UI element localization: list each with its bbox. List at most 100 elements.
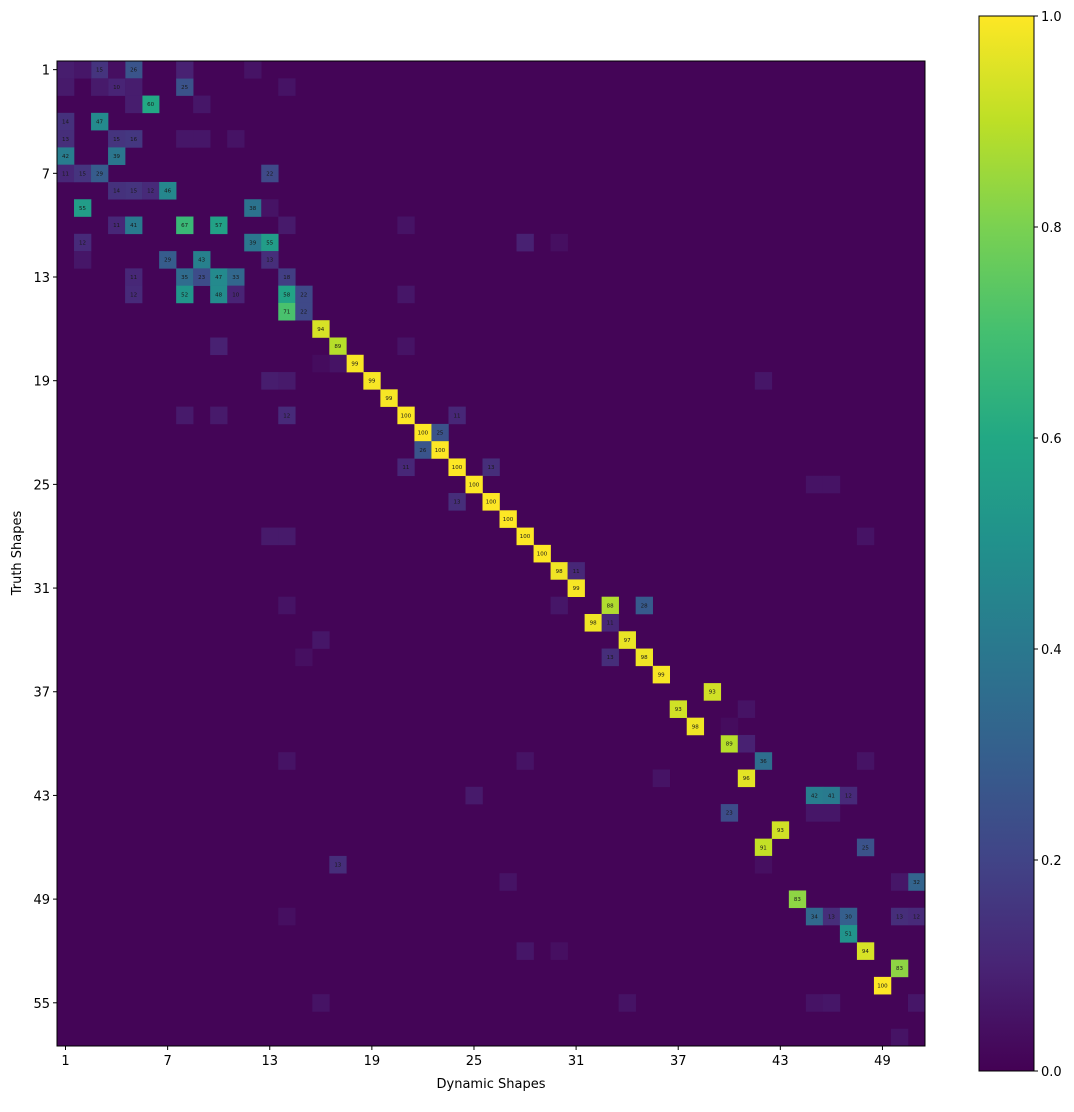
heatmap-cell xyxy=(244,61,262,79)
heatmap-cell xyxy=(244,233,262,252)
heatmap-cell xyxy=(125,181,143,200)
heatmap-cell xyxy=(295,302,313,321)
x-tick-label: 19 xyxy=(364,1054,381,1069)
cell-value-label: 11 xyxy=(607,621,614,627)
cell-value-label: 13 xyxy=(334,863,341,869)
heatmap-cell xyxy=(176,285,194,304)
cell-value-label: 42 xyxy=(811,793,818,799)
heatmap-cell xyxy=(329,337,347,356)
cell-value-label: 14 xyxy=(62,119,69,125)
heatmap-cell xyxy=(57,164,75,183)
heatmap-cell xyxy=(550,562,568,580)
cell-value-label: 34 xyxy=(811,914,818,920)
cell-value-label: 97 xyxy=(624,638,631,644)
cell-value-label: 33 xyxy=(232,275,239,281)
heatmap-cell xyxy=(703,683,722,701)
heatmap-cell xyxy=(193,251,211,269)
y-tick-label: 55 xyxy=(33,997,50,1012)
heatmap-cell xyxy=(176,268,194,286)
heatmap-cell xyxy=(890,873,909,891)
cell-value-label: 89 xyxy=(726,742,733,748)
cell-value-label: 25 xyxy=(862,845,869,851)
y-tick-label: 37 xyxy=(33,686,50,701)
heatmap-cell xyxy=(601,648,619,667)
heatmap-cell xyxy=(754,372,773,390)
heatmap-cell xyxy=(805,804,824,822)
heatmap-cell xyxy=(227,130,245,148)
y-tick-label: 13 xyxy=(33,271,50,286)
heatmap-cell xyxy=(312,994,330,1012)
heatmap-cell xyxy=(805,907,824,926)
heatmap-cell xyxy=(278,268,296,286)
cell-value-label: 26 xyxy=(130,68,137,74)
cell-value-label: 23 xyxy=(726,811,733,817)
heatmap-cell xyxy=(737,734,756,753)
cell-value-label: 23 xyxy=(198,275,205,281)
heatmap-cell xyxy=(754,855,773,874)
heatmap-cell xyxy=(550,942,568,960)
heatmap-cell xyxy=(57,147,75,165)
heatmap-cell xyxy=(176,78,194,96)
heatmap-cell xyxy=(125,78,143,96)
heatmap-cell xyxy=(125,268,143,286)
cell-value-label: 12 xyxy=(913,914,920,920)
cell-value-label: 11 xyxy=(113,223,120,229)
heatmap-cell xyxy=(210,216,228,235)
heatmap-cell xyxy=(278,285,296,304)
heatmap-cell xyxy=(822,786,841,805)
heatmap-cell xyxy=(312,631,330,649)
cell-value-label: 13 xyxy=(607,655,614,661)
cell-value-label: 11 xyxy=(62,171,69,177)
heatmap-cell xyxy=(856,838,875,857)
cell-value-label: 55 xyxy=(266,240,273,246)
heatmap-cell xyxy=(397,406,415,425)
x-axis-ticks: 1 7 13 19 25 31 37 43 49 xyxy=(61,1046,891,1069)
cell-value-label: 71 xyxy=(283,310,290,316)
heatmap-cell xyxy=(465,475,483,494)
heatmap-cell xyxy=(278,596,296,615)
cell-value-label: 47 xyxy=(96,119,103,125)
cell-value-label: 13 xyxy=(266,258,273,264)
y-axis-ticks: 1 7 13 19 25 31 37 43 49 55 xyxy=(33,64,57,1012)
heatmap-cell xyxy=(397,337,415,356)
heatmap-cell xyxy=(873,976,892,995)
cell-labels: 15 26 10 25 60 14 47 13 15 16 42 39 11 15 29 22 14 15 12 46… xyxy=(62,68,920,990)
colorbar xyxy=(978,15,1035,1072)
x-tick-label: 31 xyxy=(568,1054,585,1069)
heatmap-cell xyxy=(720,804,739,822)
cell-value-label: 14 xyxy=(113,189,120,195)
cell-value-label: 12 xyxy=(283,413,290,419)
cell-value-label: 39 xyxy=(249,240,256,246)
cell-value-label: 99 xyxy=(351,361,358,367)
cell-value-label: 22 xyxy=(300,292,307,298)
heatmap-cell xyxy=(397,285,415,304)
heatmap-cell xyxy=(142,95,160,114)
heatmap-cell xyxy=(108,216,126,235)
heatmap-cell xyxy=(278,216,296,235)
cell-value-label: 11 xyxy=(130,275,137,281)
x-tick-label: 13 xyxy=(261,1054,278,1069)
heatmap-cell xyxy=(856,942,875,960)
cell-value-label: 42 xyxy=(62,154,69,160)
heatmap-cell xyxy=(754,752,773,770)
cell-value-label: 11 xyxy=(573,569,580,575)
heatmap-cell xyxy=(261,527,279,546)
heatmap-cell xyxy=(669,700,688,718)
cell-value-label: 32 xyxy=(913,880,920,886)
cell-value-label: 11 xyxy=(402,465,409,471)
cell-value-label: 83 xyxy=(794,897,801,903)
cell-value-label: 100 xyxy=(503,517,514,523)
heatmap-cell xyxy=(839,925,858,943)
heatmap-cell xyxy=(74,164,92,183)
heatmap-cell xyxy=(295,285,313,304)
heatmap-cell xyxy=(380,389,398,407)
cell-value-label: 43 xyxy=(198,258,205,264)
colorbar-ticks: 0.0 0.2 0.4 0.6 0.8 1.0 xyxy=(1034,10,1062,1080)
cell-value-label: 94 xyxy=(862,949,869,955)
heatmap-cell xyxy=(465,786,483,805)
cell-value-label: 13 xyxy=(453,500,460,506)
colorbar-tick-label: 0.4 xyxy=(1041,643,1062,658)
cell-value-label: 100 xyxy=(486,500,497,506)
y-axis-label: Truth Shapes xyxy=(10,510,25,596)
cell-value-label: 15 xyxy=(79,171,86,177)
